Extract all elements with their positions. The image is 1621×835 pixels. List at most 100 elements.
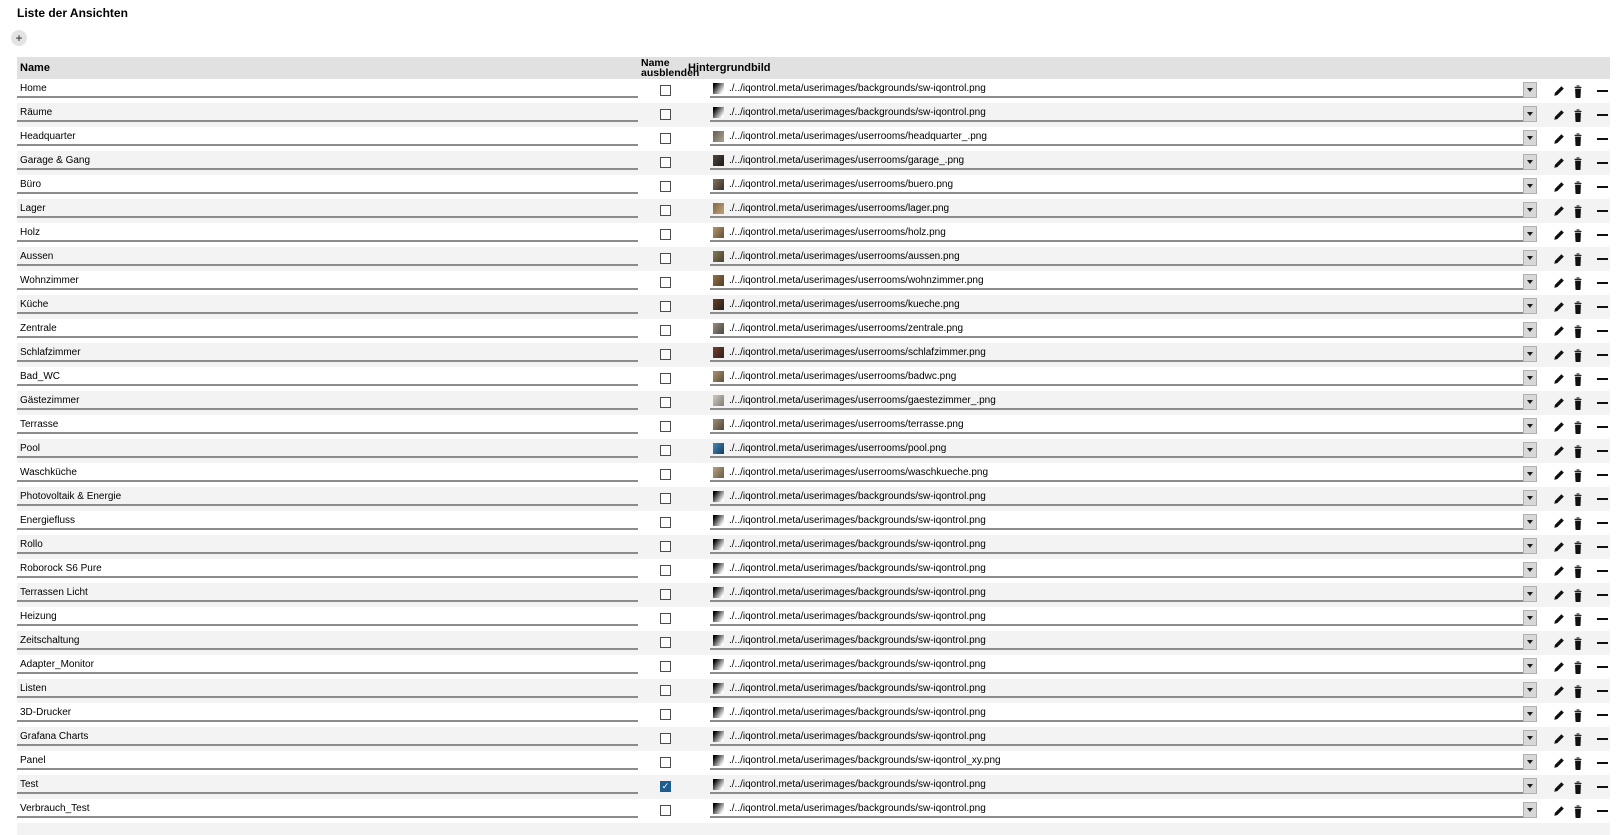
dropdown-arrow-button[interactable] [1523,154,1537,170]
hide-name-checkbox[interactable] [660,85,671,96]
delete-icon[interactable] [1571,324,1584,338]
background-image-select[interactable]: ./../iqontrol.meta/userimages/userrooms/… [710,321,1523,338]
hide-name-checkbox[interactable] [660,445,671,456]
hide-name-checkbox[interactable] [660,277,671,288]
dropdown-arrow-button[interactable] [1523,514,1537,530]
dropdown-arrow-button[interactable] [1523,298,1537,314]
view-name-input[interactable] [17,609,638,626]
hide-name-checkbox[interactable] [660,733,671,744]
delete-icon[interactable] [1571,420,1584,434]
remove-icon[interactable] [1596,517,1609,530]
view-name-input[interactable] [17,729,638,746]
edit-icon[interactable] [1552,85,1565,98]
dropdown-arrow-button[interactable] [1523,562,1537,578]
edit-icon[interactable] [1552,733,1565,746]
remove-icon[interactable] [1596,397,1609,410]
remove-icon[interactable] [1596,565,1609,578]
delete-icon[interactable] [1571,300,1584,314]
delete-icon[interactable] [1571,756,1584,770]
dropdown-arrow-button[interactable] [1523,802,1537,818]
remove-icon[interactable] [1596,349,1609,362]
edit-icon[interactable] [1552,373,1565,386]
hide-name-checkbox[interactable] [660,373,671,384]
delete-icon[interactable] [1571,252,1584,266]
dropdown-arrow-button[interactable] [1523,106,1537,122]
hide-name-checkbox[interactable] [660,541,671,552]
delete-icon[interactable] [1571,660,1584,674]
delete-icon[interactable] [1571,372,1584,386]
background-image-select[interactable]: ./../iqontrol.meta/userimages/background… [710,489,1523,506]
edit-icon[interactable] [1552,757,1565,770]
edit-icon[interactable] [1552,613,1565,626]
dropdown-arrow-button[interactable] [1523,346,1537,362]
background-image-select[interactable]: ./../iqontrol.meta/userimages/background… [710,105,1523,122]
delete-icon[interactable] [1571,180,1584,194]
view-name-input[interactable] [17,201,638,218]
edit-icon[interactable] [1552,301,1565,314]
background-image-select[interactable]: ./../iqontrol.meta/userimages/userrooms/… [710,417,1523,434]
background-image-select[interactable]: ./../iqontrol.meta/userimages/userrooms/… [710,201,1523,218]
hide-name-checkbox[interactable] [660,229,671,240]
view-name-input[interactable] [17,273,638,290]
remove-icon[interactable] [1596,421,1609,434]
background-image-select[interactable]: ./../iqontrol.meta/userimages/background… [710,657,1523,674]
dropdown-arrow-button[interactable] [1523,538,1537,554]
delete-icon[interactable] [1571,204,1584,218]
view-name-input[interactable] [17,345,638,362]
view-name-input[interactable] [17,657,638,674]
delete-icon[interactable] [1571,564,1584,578]
hide-name-checkbox[interactable] [660,613,671,624]
background-image-select[interactable]: ./../iqontrol.meta/userimages/userrooms/… [710,129,1523,146]
hide-name-checkbox[interactable] [660,517,671,528]
view-name-input[interactable] [17,81,638,98]
view-name-input[interactable] [17,441,638,458]
dropdown-arrow-button[interactable] [1523,202,1537,218]
view-name-input[interactable] [17,105,638,122]
remove-icon[interactable] [1596,85,1609,98]
dropdown-arrow-button[interactable] [1523,754,1537,770]
dropdown-arrow-button[interactable] [1523,130,1537,146]
remove-icon[interactable] [1596,205,1609,218]
dropdown-arrow-button[interactable] [1523,658,1537,674]
edit-icon[interactable] [1552,421,1565,434]
dropdown-arrow-button[interactable] [1523,226,1537,242]
hide-name-checkbox[interactable] [660,637,671,648]
background-image-select[interactable]: ./../iqontrol.meta/userimages/background… [710,81,1523,98]
delete-icon[interactable] [1571,276,1584,290]
background-image-select[interactable]: ./../iqontrol.meta/userimages/background… [710,513,1523,530]
remove-icon[interactable] [1596,469,1609,482]
view-name-input[interactable] [17,633,638,650]
background-image-select[interactable]: ./../iqontrol.meta/userimages/userrooms/… [710,177,1523,194]
view-name-input[interactable] [17,321,638,338]
delete-icon[interactable] [1571,492,1584,506]
remove-icon[interactable] [1596,613,1609,626]
dropdown-arrow-button[interactable] [1523,586,1537,602]
dropdown-arrow-button[interactable] [1523,610,1537,626]
delete-icon[interactable] [1571,804,1584,818]
dropdown-arrow-button[interactable] [1523,682,1537,698]
edit-icon[interactable] [1552,541,1565,554]
background-image-select[interactable]: ./../iqontrol.meta/userimages/background… [710,609,1523,626]
view-name-input[interactable] [17,249,638,266]
edit-icon[interactable] [1552,133,1565,146]
edit-icon[interactable] [1552,565,1565,578]
delete-icon[interactable] [1571,684,1584,698]
hide-name-checkbox[interactable] [660,157,671,168]
delete-icon[interactable] [1571,228,1584,242]
view-name-input[interactable] [17,801,638,818]
delete-icon[interactable] [1571,732,1584,746]
delete-icon[interactable] [1571,132,1584,146]
background-image-select[interactable]: ./../iqontrol.meta/userimages/background… [710,729,1523,746]
background-image-select[interactable]: ./../iqontrol.meta/userimages/background… [710,801,1523,818]
edit-icon[interactable] [1552,661,1565,674]
delete-icon[interactable] [1571,348,1584,362]
dropdown-arrow-button[interactable] [1523,442,1537,458]
view-name-input[interactable] [17,225,638,242]
hide-name-checkbox[interactable] [660,709,671,720]
hide-name-checkbox[interactable] [660,109,671,120]
view-name-input[interactable] [17,753,638,770]
view-name-input[interactable] [17,465,638,482]
dropdown-arrow-button[interactable] [1523,418,1537,434]
remove-icon[interactable] [1596,229,1609,242]
remove-icon[interactable] [1596,709,1609,722]
